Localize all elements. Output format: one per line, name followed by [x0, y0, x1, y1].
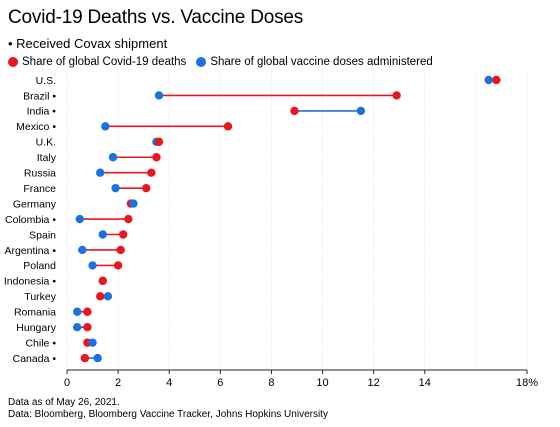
row-label: Poland: [23, 260, 56, 272]
row-label: Turkey: [24, 291, 56, 303]
x-tick-label: 2: [115, 377, 121, 389]
x-tick-label: 6: [217, 377, 223, 389]
row-5: U.K.: [36, 137, 164, 149]
doses-point: [108, 153, 118, 162]
deaths-point: [83, 323, 92, 332]
footnote-date: Data as of May 26, 2021.: [8, 397, 120, 408]
deaths-point: [492, 75, 501, 85]
doses-point: [73, 307, 82, 316]
row-15: Turkey: [24, 291, 113, 303]
x-tick-label: 14: [419, 377, 431, 389]
deaths-point: [124, 214, 133, 224]
deaths-point: [290, 106, 299, 116]
row-label: Romania: [14, 307, 56, 319]
row-18: Chile •: [25, 337, 97, 349]
deaths-point: [116, 245, 125, 255]
deaths-point: [96, 292, 105, 301]
legend-label-doses: Share of global vaccine doses administer…: [210, 56, 433, 68]
legend-item-deaths: Share of global Covid-19 deaths: [8, 56, 186, 68]
chart-title: Covid-19 Deaths vs. Vaccine Doses: [8, 7, 304, 28]
deaths-point: [119, 230, 128, 239]
x-tick-label: 10: [316, 377, 328, 389]
deaths-point: [142, 183, 151, 193]
row-label: Hungary: [16, 322, 56, 334]
row-label: Brazil •: [23, 90, 56, 102]
row-label: U.S.: [36, 75, 56, 87]
x-tick-label: 8: [268, 377, 274, 389]
doses-point: [356, 106, 366, 116]
row-3: India •: [27, 106, 366, 118]
row-14: Indonesia •: [4, 276, 107, 288]
doses-point: [484, 75, 493, 85]
row-label: Canada •: [13, 353, 57, 365]
row-19: Canada •: [13, 353, 102, 365]
row-13: Poland: [23, 260, 123, 272]
row-label: Germany: [13, 198, 57, 210]
row-6: Italy: [37, 152, 161, 164]
doses-point: [96, 168, 105, 177]
doses-point: [154, 91, 164, 100]
doses-point: [111, 183, 120, 193]
row-10: Colombia •: [5, 214, 133, 226]
row-label: Mexico •: [16, 121, 56, 133]
row-label: Argentina •: [4, 245, 56, 257]
x-tick-label: 0: [64, 377, 70, 389]
footnote-source: Data: Bloomberg, Bloomberg Vaccine Track…: [8, 409, 328, 420]
row-label: U.K.: [36, 137, 56, 149]
deaths-point: [98, 276, 107, 286]
row-8: France: [23, 183, 151, 195]
row-2: Brazil •: [23, 90, 401, 102]
row-label: France: [23, 183, 56, 195]
row-12: Argentina •: [4, 245, 125, 257]
legend-marker-deaths: [8, 57, 18, 67]
row-1: U.S.: [36, 75, 501, 87]
x-tick-label: 4: [166, 377, 172, 389]
doses-point: [78, 245, 87, 255]
row-16: Romania: [14, 307, 92, 319]
deaths-point: [223, 122, 233, 131]
x-tick-label: 12: [368, 377, 380, 389]
row-label: India •: [27, 106, 57, 118]
legend-label-deaths: Share of global Covid-19 deaths: [22, 56, 187, 68]
deaths-point: [147, 168, 156, 177]
row-label: Chile •: [25, 337, 56, 349]
doses-point: [129, 199, 138, 208]
doses-point: [103, 292, 113, 301]
row-label: Spain: [29, 229, 56, 241]
row-17: Hungary: [16, 322, 92, 334]
doses-point: [88, 338, 97, 347]
doses-point: [93, 353, 102, 363]
deaths-point: [154, 137, 164, 146]
row-7: Russia: [24, 168, 156, 180]
chart-subtitle: • Received Covax shipment: [8, 36, 168, 51]
row-4: Mexico •: [16, 121, 233, 133]
deaths-point: [152, 153, 161, 162]
doses-point: [88, 261, 97, 270]
legend-item-doses: Share of global vaccine doses administer…: [196, 56, 433, 68]
deaths-point: [83, 307, 92, 316]
doses-point: [73, 323, 82, 332]
doses-point: [98, 230, 107, 239]
row-label: Russia: [24, 168, 56, 180]
row-11: Spain: [29, 229, 128, 241]
x-tick-label: 18%: [516, 377, 538, 389]
row-label: Colombia •: [5, 214, 56, 226]
row-label: Indonesia •: [4, 276, 56, 288]
deaths-point: [80, 353, 90, 363]
row-9: Germany: [13, 198, 138, 210]
row-label: Italy: [37, 152, 57, 164]
legend-marker-doses: [196, 57, 207, 67]
doses-point: [75, 214, 84, 224]
doses-point: [101, 122, 110, 131]
legend: Share of global Covid-19 deaths Share of…: [8, 56, 443, 68]
deaths-point: [392, 91, 401, 100]
dumbbell-chart: 0 2 4 6 8 10 12 14 18% U.S. Brazil • India • Mexico …: [4, 70, 538, 389]
deaths-point: [113, 261, 123, 270]
